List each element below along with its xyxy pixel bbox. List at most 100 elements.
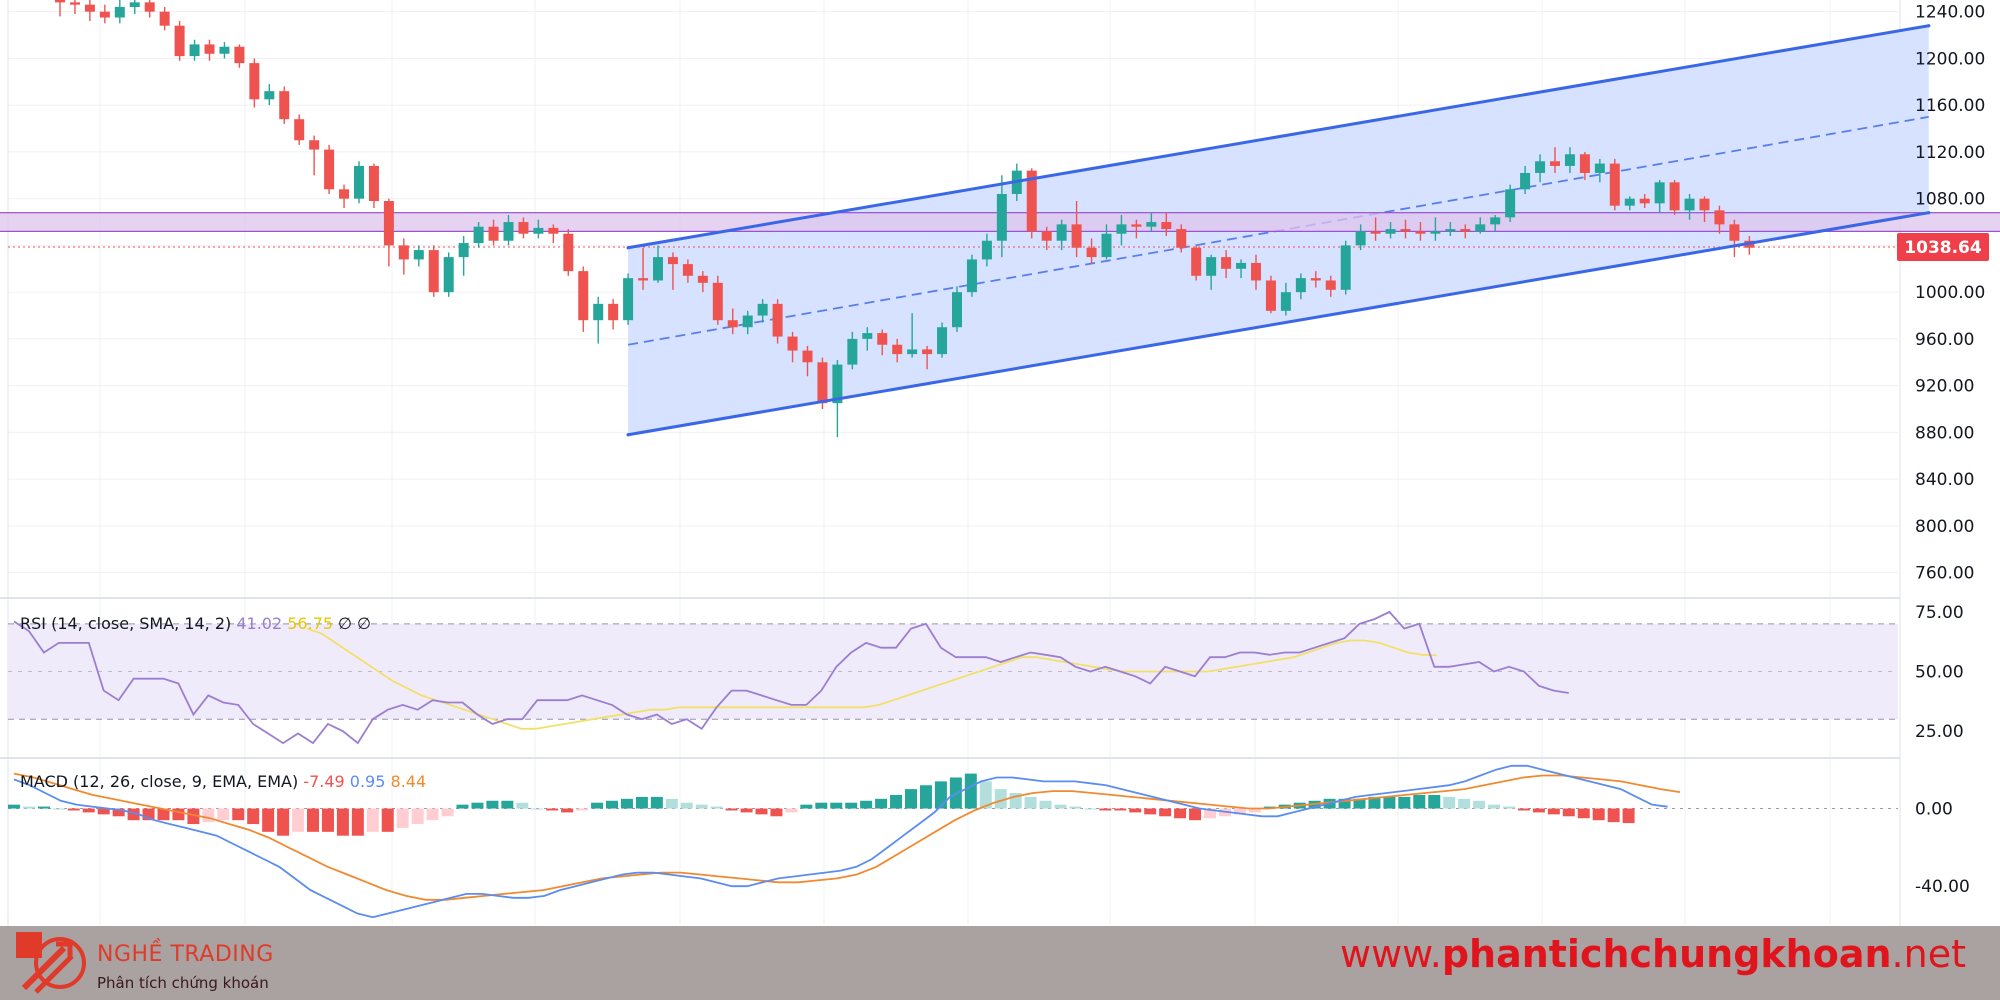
candle-body-101[interactable] [1564, 154, 1575, 166]
candle-body-30[interactable] [503, 222, 514, 241]
candle-body-107[interactable] [1654, 182, 1665, 204]
candle-body-4[interactable] [114, 7, 125, 18]
candle-body-15[interactable] [279, 91, 290, 120]
candle-body-52[interactable] [832, 364, 843, 404]
candle-body-69[interactable] [1086, 247, 1097, 258]
candle-body-59[interactable] [937, 327, 948, 355]
channel-upper-line[interactable] [627, 24, 1930, 250]
candle-body-71[interactable] [1116, 224, 1127, 234]
candle-body-45[interactable] [727, 320, 738, 328]
macd-pane[interactable] [8, 764, 1898, 919]
candle-body-44[interactable] [712, 282, 723, 321]
candle-body-90[interactable] [1400, 229, 1411, 232]
last-price-badge[interactable] [1897, 233, 1989, 262]
candle-body-66[interactable] [1041, 231, 1052, 241]
candle-body-50[interactable] [802, 350, 813, 363]
candle-body-54[interactable] [862, 333, 873, 339]
candle-body-62[interactable] [981, 240, 992, 260]
candle-body-29[interactable] [488, 226, 499, 241]
candle-body-42[interactable] [682, 264, 693, 276]
candle-body-100[interactable] [1550, 161, 1560, 166]
candle-body-19[interactable] [339, 189, 350, 199]
candle-body-99[interactable] [1535, 161, 1546, 173]
candle-body-6[interactable] [144, 2, 155, 12]
candle-body-3[interactable] [99, 11, 110, 18]
candle-body-25[interactable] [428, 250, 439, 293]
candle-body-49[interactable] [787, 336, 798, 351]
candle-body-112[interactable] [1729, 224, 1740, 241]
candle-body-58[interactable] [922, 349, 933, 355]
candle-body-8[interactable] [174, 25, 185, 57]
candle-body-105[interactable] [1624, 198, 1635, 206]
candle-body-106[interactable] [1639, 198, 1650, 204]
candle-body-41[interactable] [667, 257, 678, 265]
candle-body-63[interactable] [996, 193, 1007, 241]
candle-body-94[interactable] [1460, 229, 1471, 232]
candle-body-84[interactable] [1310, 278, 1321, 281]
candle-body-13[interactable] [249, 63, 260, 100]
candle-body-80[interactable] [1251, 262, 1261, 281]
candle-body-76[interactable] [1191, 247, 1202, 276]
candle-body-70[interactable] [1101, 233, 1112, 258]
candle-body-77[interactable] [1206, 257, 1217, 276]
candle-body-109[interactable] [1684, 198, 1695, 211]
candle-body-39[interactable] [638, 278, 649, 281]
candle-body-110[interactable] [1699, 198, 1710, 211]
candle-body-43[interactable] [697, 275, 708, 283]
candle-body-102[interactable] [1579, 154, 1590, 173]
candle-body-111[interactable] [1714, 210, 1725, 225]
candle-body-68[interactable] [1071, 224, 1082, 248]
candle-body-97[interactable] [1505, 189, 1516, 218]
candle-body-81[interactable] [1265, 280, 1276, 311]
candle-body-20[interactable] [354, 165, 364, 199]
candle-body-65[interactable] [1026, 170, 1037, 232]
candle-body-24[interactable] [413, 250, 424, 260]
candle-body-61[interactable] [966, 259, 977, 293]
candle-body-23[interactable] [398, 245, 409, 260]
candle-body-34[interactable] [563, 233, 574, 272]
candle-body-92[interactable] [1430, 231, 1441, 234]
candle-body-83[interactable] [1295, 278, 1306, 293]
candle-body-27[interactable] [458, 243, 469, 258]
candle-body-1[interactable] [69, 2, 80, 5]
candle-body-32[interactable] [533, 227, 544, 234]
trading-chart[interactable]: 760.00 800.00 840.00 880.00 920.00 960.00 1000… [0, 0, 2000, 926]
candle-body-16[interactable] [294, 119, 305, 141]
rsi-pane[interactable] [8, 610, 1898, 745]
price-pane[interactable] [0, 0, 2000, 438]
candle-body-88[interactable] [1370, 231, 1381, 234]
candle-body-60[interactable] [952, 292, 962, 328]
candle-body-9[interactable] [189, 44, 200, 57]
candle-body-104[interactable] [1609, 163, 1620, 206]
candle-body-36[interactable] [593, 303, 604, 321]
channel-lower-line[interactable] [627, 211, 1930, 437]
candle-body-103[interactable] [1594, 163, 1605, 173]
candle-body-18[interactable] [324, 149, 335, 190]
candle-body-91[interactable] [1415, 231, 1426, 234]
price-axis[interactable]: 760.00 800.00 840.00 880.00 920.00 960.00 1000… [1897, 3, 1989, 897]
candle-body-108[interactable] [1669, 182, 1680, 211]
candle-body-75[interactable] [1176, 229, 1187, 248]
candle-body-47[interactable] [757, 303, 768, 316]
candle-body-21[interactable] [368, 165, 379, 202]
candle-body-89[interactable] [1385, 229, 1396, 234]
candle-body-17[interactable] [309, 140, 320, 150]
candle-body-31[interactable] [518, 222, 529, 234]
candle-body-2[interactable] [84, 4, 95, 12]
candle-body-79[interactable] [1236, 262, 1247, 269]
candle-body-11[interactable] [219, 46, 230, 54]
candle-body-72[interactable] [1131, 224, 1142, 227]
candle-body-87[interactable] [1355, 231, 1366, 246]
candle-body-57[interactable] [907, 349, 918, 355]
candle-body-46[interactable] [742, 315, 753, 328]
candle-body-33[interactable] [548, 227, 559, 234]
candle-body-96[interactable] [1490, 217, 1501, 225]
candle-body-95[interactable] [1475, 224, 1486, 232]
candle-body-10[interactable] [204, 44, 215, 54]
candle-body-86[interactable] [1340, 245, 1351, 290]
candle-body-14[interactable] [264, 91, 275, 100]
candle-body-12[interactable] [234, 46, 245, 64]
candle-body-48[interactable] [772, 303, 783, 337]
candle-body-53[interactable] [847, 338, 858, 365]
candle-body-67[interactable] [1056, 224, 1067, 241]
